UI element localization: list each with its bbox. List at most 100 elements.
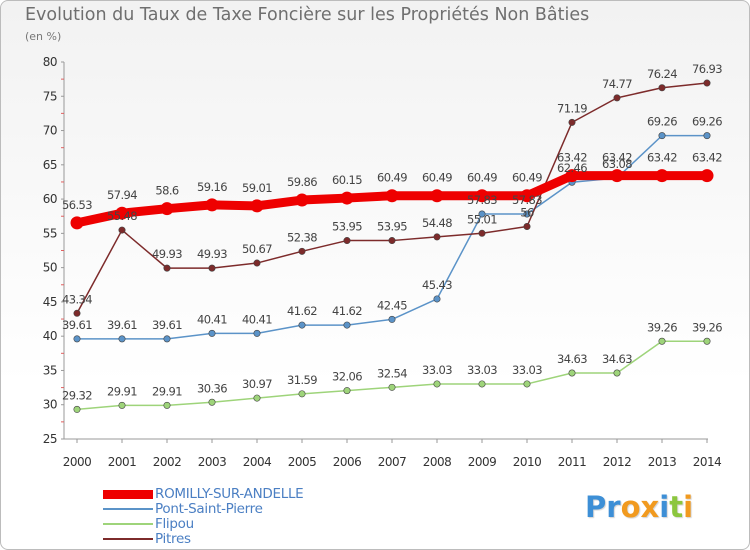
x-tick-label: 2005 bbox=[288, 455, 317, 469]
data-label: 39.61 bbox=[107, 318, 137, 332]
data-point bbox=[253, 329, 261, 337]
logo-letter: t bbox=[669, 490, 684, 524]
x-tick-label: 2009 bbox=[468, 455, 497, 469]
data-label: 60.49 bbox=[422, 171, 452, 185]
data-label: 76.93 bbox=[692, 62, 722, 76]
y-tick-label: 40 bbox=[43, 329, 57, 343]
data-label: 42.45 bbox=[377, 298, 407, 312]
data-point bbox=[430, 189, 444, 203]
data-label: 39.61 bbox=[152, 318, 182, 332]
data-point bbox=[655, 169, 669, 183]
data-label: 56 bbox=[520, 206, 534, 220]
data-label: 49.93 bbox=[197, 247, 227, 261]
data-point bbox=[433, 380, 441, 388]
data-label: 45.43 bbox=[422, 278, 452, 292]
y-tick-label: 25 bbox=[43, 432, 57, 446]
data-label: 30.36 bbox=[197, 381, 227, 395]
data-label: 33.03 bbox=[512, 363, 542, 377]
y-tick-label: 45 bbox=[43, 295, 57, 309]
x-tick-label: 2001 bbox=[108, 455, 137, 469]
data-point bbox=[658, 337, 666, 345]
data-label: 31.59 bbox=[287, 373, 317, 387]
x-tick-label: 2008 bbox=[423, 455, 452, 469]
data-point bbox=[700, 169, 714, 183]
x-tick-label: 2010 bbox=[513, 455, 542, 469]
data-point bbox=[388, 237, 396, 245]
data-label: 57.94 bbox=[107, 188, 137, 202]
logo-letter: r bbox=[606, 490, 621, 524]
data-point bbox=[478, 210, 486, 218]
data-point bbox=[73, 335, 81, 343]
data-point bbox=[703, 337, 711, 345]
data-point bbox=[385, 189, 399, 203]
data-point bbox=[118, 401, 126, 409]
data-point bbox=[253, 259, 261, 267]
data-point bbox=[388, 315, 396, 323]
data-point bbox=[115, 206, 129, 220]
logo-letter: x bbox=[640, 490, 660, 524]
data-point bbox=[298, 247, 306, 255]
data-label: 63.08 bbox=[602, 157, 632, 171]
data-point bbox=[523, 380, 531, 388]
legend-label: ROMILLY-SUR-ANDELLE bbox=[155, 486, 304, 502]
proxiti-logo: Proxiti bbox=[585, 490, 693, 524]
data-point bbox=[253, 394, 261, 402]
data-point bbox=[73, 405, 81, 413]
legend-label: Pont-Saint-Pierre bbox=[155, 501, 263, 517]
data-point bbox=[523, 223, 531, 231]
data-point bbox=[433, 233, 441, 241]
data-point bbox=[208, 329, 216, 337]
y-tick-label: 65 bbox=[43, 158, 57, 172]
data-label: 32.54 bbox=[377, 366, 407, 380]
data-point bbox=[118, 335, 126, 343]
data-point bbox=[610, 169, 624, 183]
data-point bbox=[343, 387, 351, 395]
data-point bbox=[298, 321, 306, 329]
x-tick-label: 2012 bbox=[603, 455, 632, 469]
data-point bbox=[478, 380, 486, 388]
data-point bbox=[703, 132, 711, 140]
y-tick-label: 80 bbox=[43, 55, 57, 69]
data-label: 29.32 bbox=[62, 388, 92, 402]
data-point bbox=[118, 226, 126, 234]
data-label: 69.26 bbox=[692, 115, 722, 129]
data-label: 59.86 bbox=[287, 175, 317, 189]
data-point bbox=[568, 369, 576, 377]
legend-swatch bbox=[103, 508, 153, 510]
data-point bbox=[160, 202, 174, 216]
legend-label: Flipou bbox=[155, 516, 194, 532]
data-label: 55.48 bbox=[107, 209, 137, 223]
data-label: 32.06 bbox=[332, 370, 362, 384]
data-label: 59.01 bbox=[242, 181, 272, 195]
x-tick-label: 2013 bbox=[648, 455, 677, 469]
data-point bbox=[250, 199, 264, 213]
data-label: 41.62 bbox=[287, 304, 317, 318]
data-label: 29.91 bbox=[152, 384, 182, 398]
data-point bbox=[658, 132, 666, 140]
legend-label: Pitres bbox=[155, 531, 191, 547]
data-label: 63.42 bbox=[557, 151, 587, 165]
data-label: 39.26 bbox=[647, 320, 677, 334]
data-label: 60.49 bbox=[377, 171, 407, 185]
data-label: 41.62 bbox=[332, 304, 362, 318]
data-point bbox=[343, 237, 351, 245]
logo-letter: i bbox=[683, 490, 694, 524]
data-label: 69.26 bbox=[647, 115, 677, 129]
unit-label: (en %) bbox=[25, 30, 62, 43]
data-label: 59.16 bbox=[197, 180, 227, 194]
data-label: 29.91 bbox=[107, 384, 137, 398]
data-label: 63.42 bbox=[692, 151, 722, 165]
data-point bbox=[163, 401, 171, 409]
data-label: 40.41 bbox=[242, 312, 272, 326]
data-label: 57.83 bbox=[512, 193, 542, 207]
data-label: 33.03 bbox=[467, 363, 497, 377]
data-point bbox=[163, 264, 171, 272]
data-point bbox=[475, 189, 489, 203]
data-label: 60.49 bbox=[512, 171, 542, 185]
x-tick-label: 2000 bbox=[63, 455, 92, 469]
data-label: 43.34 bbox=[62, 292, 92, 306]
data-label: 30.97 bbox=[242, 377, 272, 391]
data-point bbox=[208, 398, 216, 406]
data-label: 39.26 bbox=[692, 320, 722, 334]
